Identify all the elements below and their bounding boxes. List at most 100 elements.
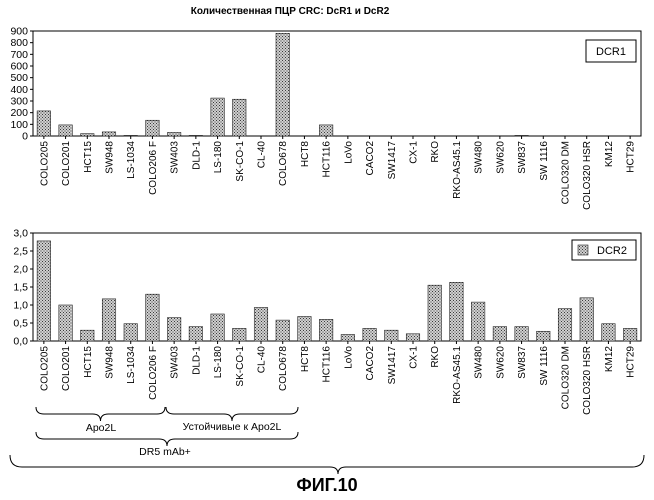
bar-ls-1034	[124, 324, 137, 341]
bar-colo678	[276, 33, 289, 136]
y-tick-label: 600	[10, 61, 28, 73]
x-tick-label: SK-CO-1	[235, 346, 246, 387]
x-tick-label: CL-40	[257, 346, 268, 374]
x-tick-label: DLD-1	[191, 346, 202, 375]
bar-sw-1116	[537, 331, 550, 341]
x-tick-label: SW837	[517, 346, 528, 379]
bar-ls-180	[211, 98, 224, 136]
x-tick-label: SW403	[170, 141, 181, 174]
x-tick-label: RKO-AS45.1	[452, 346, 463, 404]
x-tick-label: LS-180	[213, 346, 224, 379]
y-tick-label: 2,0	[13, 264, 28, 276]
x-tick-label: LoVo	[343, 346, 354, 369]
x-tick-label: CACO2	[365, 346, 376, 381]
x-tick-label: HCT116	[322, 141, 333, 178]
group-label-dr5: DR5 mAb+	[139, 446, 191, 458]
group-brackets	[10, 407, 644, 474]
x-tick-label: HCT15	[83, 141, 94, 173]
y-tick-label: 900	[10, 26, 28, 38]
x-tick-label: HCT29	[626, 346, 637, 378]
x-tick-label: SW620	[495, 141, 506, 174]
y-tick-label: 100	[10, 119, 28, 131]
bar-colo320-dm	[558, 309, 571, 341]
bar-sw403	[167, 318, 180, 341]
y-tick-label: 2,5	[13, 246, 28, 258]
x-tick-label: SW 1116	[539, 141, 550, 181]
y-tick-label: 0,0	[13, 336, 28, 348]
y-tick-label: 700	[10, 49, 28, 61]
y-tick-label: 1,5	[13, 282, 28, 294]
bar-sw620	[493, 327, 506, 341]
x-tick-label: SW837	[517, 141, 528, 174]
group-label-apo2l: Apo2L	[86, 422, 117, 434]
figure-label: ФИГ.10	[296, 475, 357, 495]
x-tick-label: DLD-1	[191, 141, 202, 170]
chart-dcr1: 0100200300400500600700800900COLO205COLO2…	[10, 26, 641, 210]
bar-colo201	[59, 125, 72, 136]
x-tick-label: CL-40	[257, 141, 268, 169]
x-tick-label: RKO	[430, 141, 441, 163]
x-tick-label: RKO	[430, 346, 441, 368]
bar-colo205	[37, 241, 50, 341]
x-tick-label: COLO320 HSR	[582, 141, 593, 210]
bar-colo678	[276, 320, 289, 341]
bar-hct116	[319, 125, 332, 136]
bar-sw403	[167, 133, 180, 137]
bar-cx-1	[406, 334, 419, 341]
x-tick-label: KM12	[604, 141, 615, 168]
y-tick-label: 1,0	[13, 300, 28, 312]
bar-colo206-f	[146, 120, 159, 136]
x-tick-label: RKO-AS45.1	[452, 141, 463, 199]
bar-cl-40	[254, 308, 267, 341]
bar-sw480	[471, 302, 484, 341]
x-tick-label: KM12	[604, 346, 615, 373]
legend-label: DCR2	[597, 245, 627, 257]
bar-ls-180	[211, 314, 224, 341]
x-tick-label: CX-1	[409, 141, 420, 164]
figure-title: Количественная ПЦР CRC: DcR1 и DcR2	[191, 6, 390, 17]
bar-hct15	[81, 330, 94, 341]
y-tick-label: 200	[10, 107, 28, 119]
x-tick-label: COLO205	[39, 141, 50, 186]
x-tick-label: COLO206 F	[148, 141, 159, 195]
bracket-resistant	[166, 407, 298, 421]
x-tick-label: SW948	[105, 346, 116, 379]
bar-colo320-hsr	[580, 298, 593, 341]
y-tick-label: 800	[10, 37, 28, 49]
x-tick-label: COLO320 DM	[561, 346, 572, 409]
x-tick-label: CX-1	[409, 346, 420, 369]
bar-rko-as45-1	[450, 282, 463, 341]
x-tick-label: COLO206 F	[148, 346, 159, 400]
x-tick-label: SW403	[170, 346, 181, 379]
group-label-resistant: Устойчивые к Apo2L	[183, 421, 282, 433]
x-tick-label: LS-1034	[126, 141, 137, 179]
legend-label: DCR1	[596, 46, 626, 58]
x-tick-label: COLO320 DM	[561, 141, 572, 204]
bar-sw948	[102, 299, 115, 341]
bar-sw1417	[385, 330, 398, 341]
x-tick-label: LoVo	[343, 141, 354, 164]
x-tick-label: SW620	[495, 346, 506, 379]
bracket-dr5-mab	[36, 432, 298, 446]
x-tick-label: SW 1116	[539, 346, 550, 386]
x-tick-label: SW1417	[387, 346, 398, 385]
x-tick-label: COLO320 HSR	[582, 346, 593, 415]
x-tick-label: LS-180	[213, 141, 224, 174]
x-tick-label: SW480	[474, 346, 485, 379]
x-tick-label: COLO678	[278, 346, 289, 391]
bar-colo206-f	[146, 294, 159, 341]
x-tick-label: HCT29	[626, 141, 637, 173]
bar-hct29	[623, 328, 636, 341]
y-tick-label: 500	[10, 72, 28, 84]
bar-colo205	[37, 111, 50, 136]
legend-swatch	[578, 245, 588, 255]
x-tick-label: HCT15	[83, 346, 94, 378]
x-tick-label: CACO2	[365, 141, 376, 176]
bar-km12	[602, 324, 615, 341]
x-tick-label: COLO678	[278, 141, 289, 186]
x-tick-label: SW948	[105, 141, 116, 174]
x-tick-label: SW480	[474, 141, 485, 174]
x-tick-label: HCT8	[300, 141, 311, 168]
y-tick-label: 3,0	[13, 228, 28, 240]
